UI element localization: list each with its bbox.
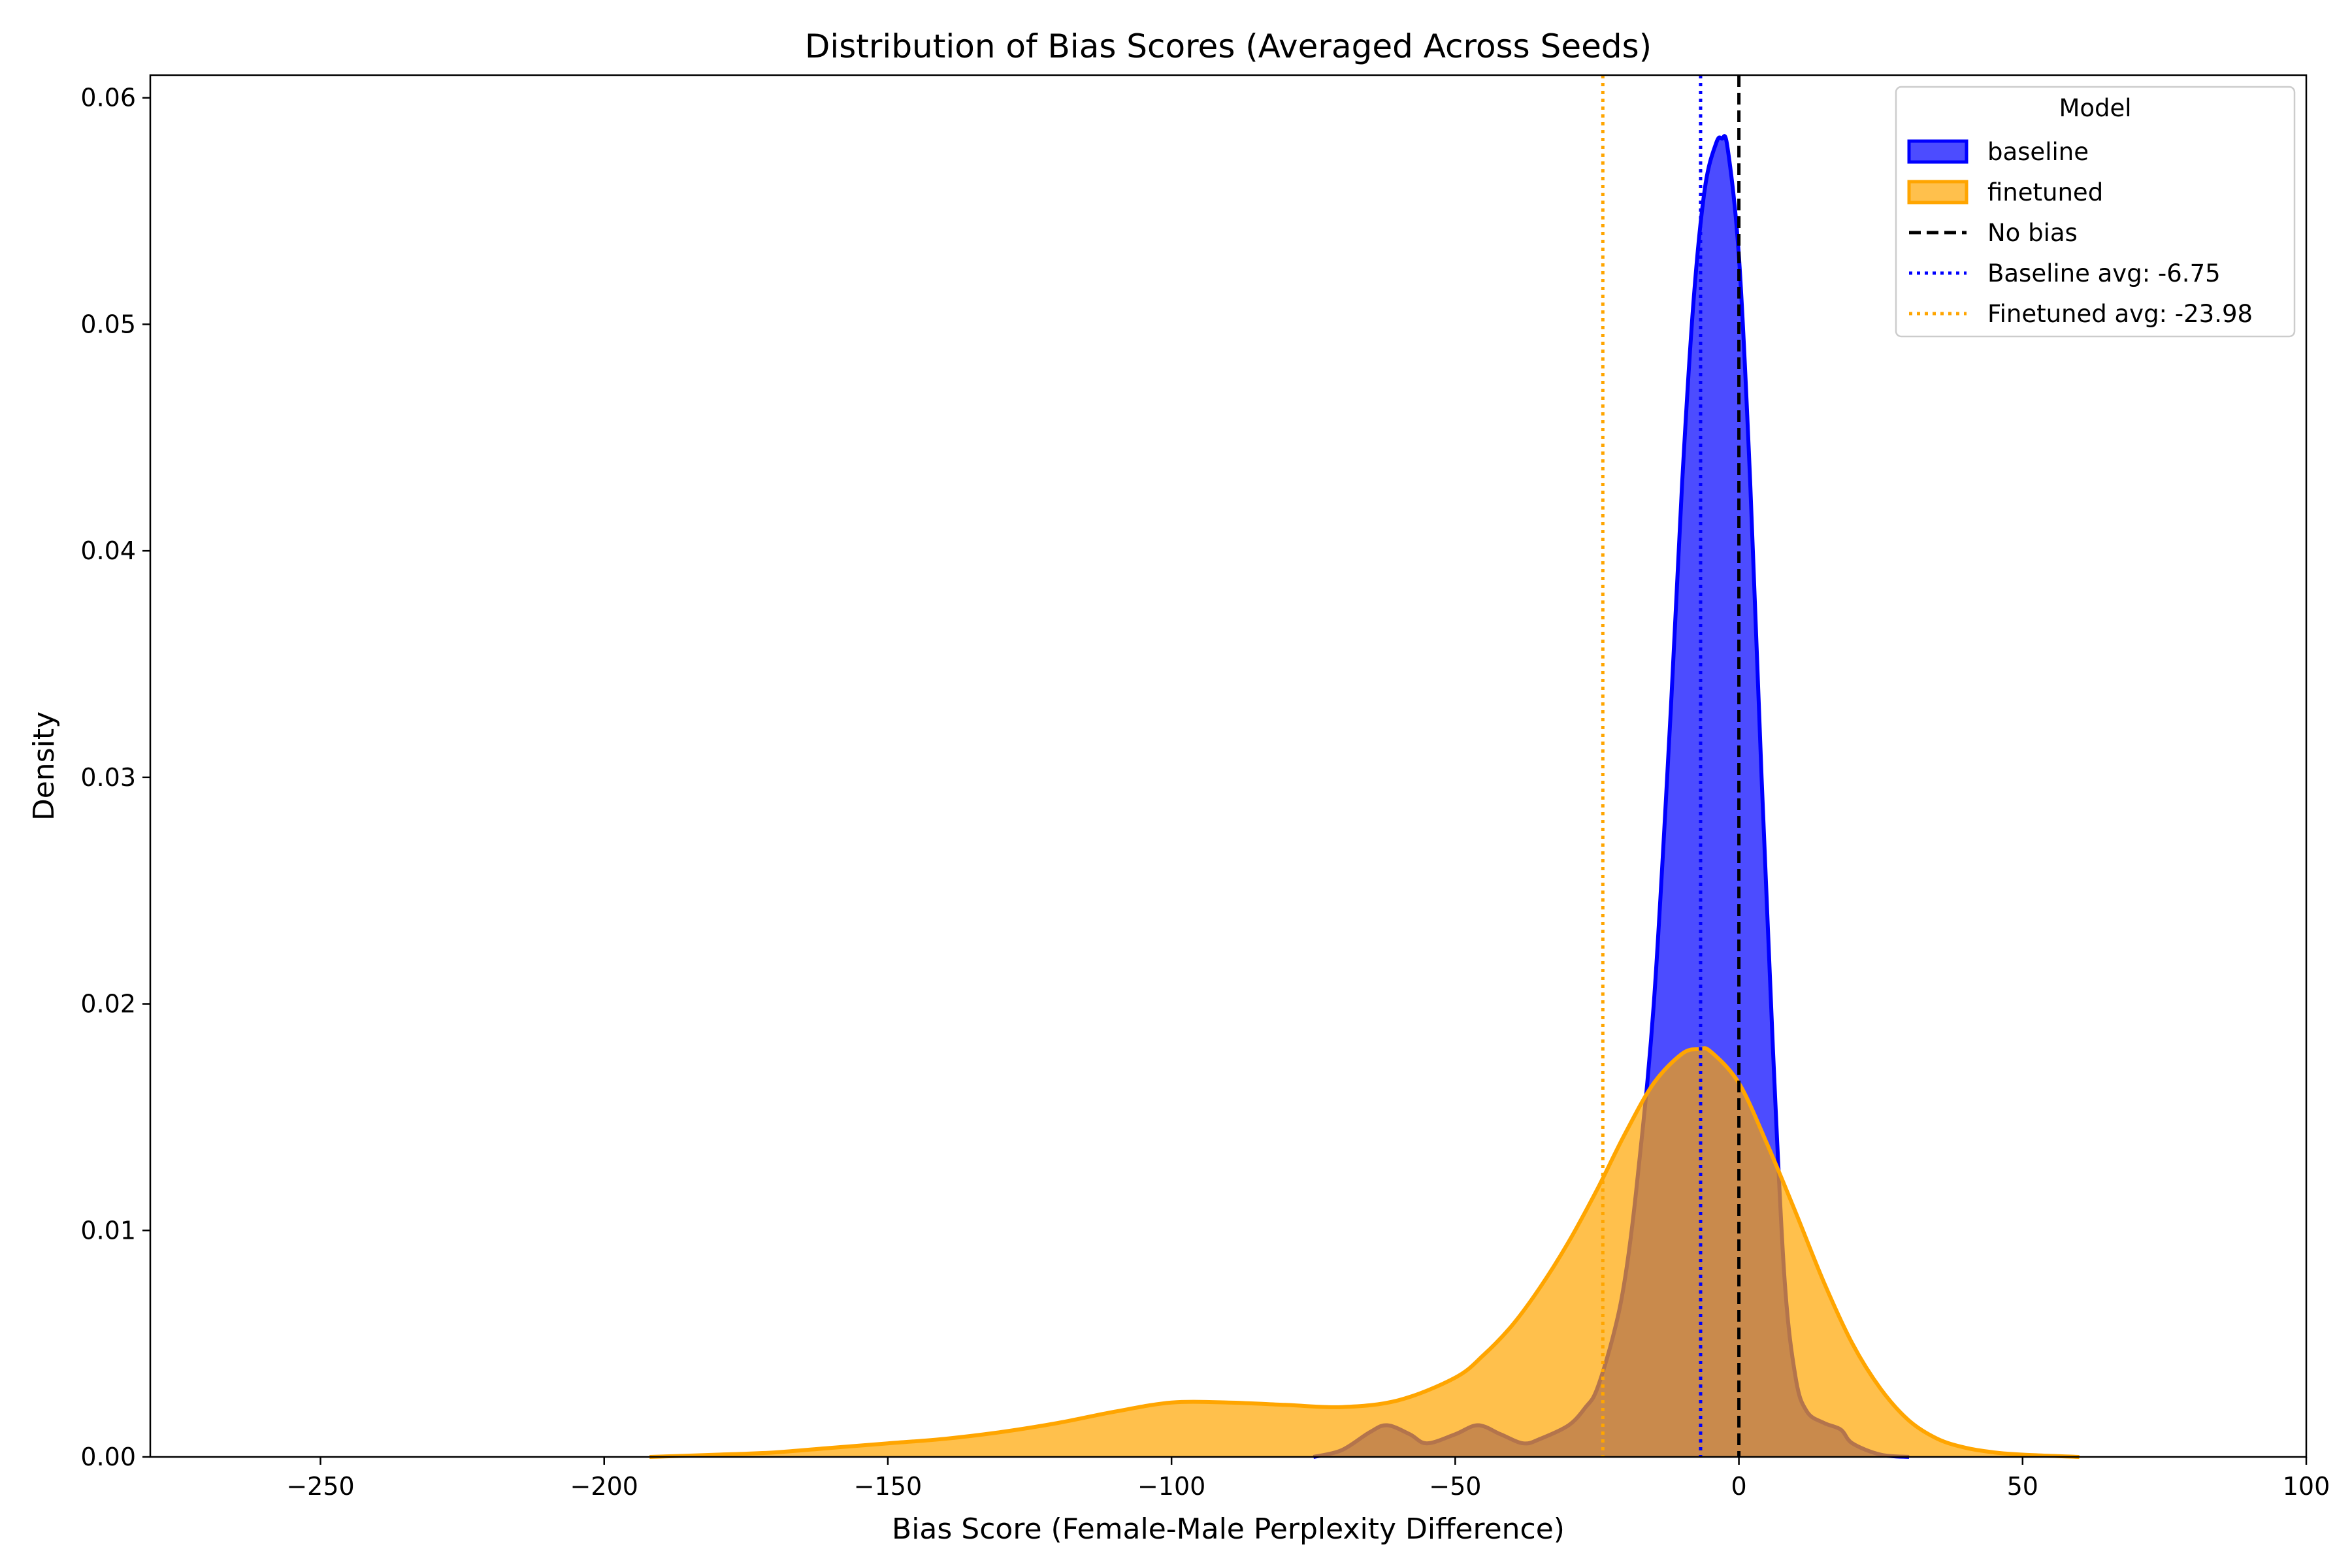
x-tick-label: −250 bbox=[286, 1472, 354, 1501]
x-tick-label: −200 bbox=[570, 1472, 638, 1501]
chart-title: Distribution of Bias Scores (Averaged Ac… bbox=[805, 27, 1652, 65]
x-tick-label: −50 bbox=[1429, 1472, 1481, 1501]
y-tick-label: 0.03 bbox=[80, 763, 136, 792]
y-tick-label: 0.02 bbox=[80, 990, 136, 1019]
x-axis: −250 −200 −150 −100 −50 0 50 100 bbox=[286, 1457, 2330, 1501]
legend-label-1: finetuned bbox=[1987, 178, 2103, 206]
x-tick-label: −150 bbox=[854, 1472, 922, 1501]
plot-frame bbox=[149, 74, 2308, 1458]
legend-label-4: Finetuned avg: -23.98 bbox=[1987, 300, 2253, 328]
y-axis-label: Density bbox=[27, 711, 61, 821]
plot-area bbox=[649, 75, 2080, 1459]
legend-swatch-1 bbox=[1907, 180, 1968, 204]
legend: Model baseline finetuned No bias Baseline av… bbox=[1895, 86, 2296, 338]
y-tick-label: 0.04 bbox=[80, 536, 136, 565]
legend-swatch-0 bbox=[1907, 139, 1968, 164]
legend-box bbox=[1895, 86, 2296, 338]
x-tick-label: 50 bbox=[2007, 1472, 2038, 1501]
legend-label-2: No bias bbox=[1987, 219, 2078, 247]
legend-label-0: baseline bbox=[1987, 138, 2089, 166]
density-area-finetuned bbox=[649, 1048, 2080, 1457]
density-line-finetuned bbox=[649, 1046, 2080, 1459]
x-tick-label: 0 bbox=[1731, 1472, 1746, 1501]
y-tick-label: 0.06 bbox=[80, 84, 136, 112]
legend-label-3: Baseline avg: -6.75 bbox=[1987, 259, 2221, 287]
x-axis-label: Bias Score (Female-Male Perplexity Diffe… bbox=[892, 1512, 1565, 1546]
legend-title: Model bbox=[2059, 94, 2131, 122]
y-axis: 0.00 0.01 0.02 0.03 0.04 0.05 0.06 bbox=[80, 84, 150, 1471]
x-tick-label: −100 bbox=[1137, 1472, 1205, 1501]
y-tick-label: 0.05 bbox=[80, 310, 136, 338]
x-tick-label: 100 bbox=[2283, 1472, 2330, 1501]
y-tick-label: 0.01 bbox=[80, 1216, 136, 1245]
y-tick-label: 0.00 bbox=[80, 1443, 136, 1471]
